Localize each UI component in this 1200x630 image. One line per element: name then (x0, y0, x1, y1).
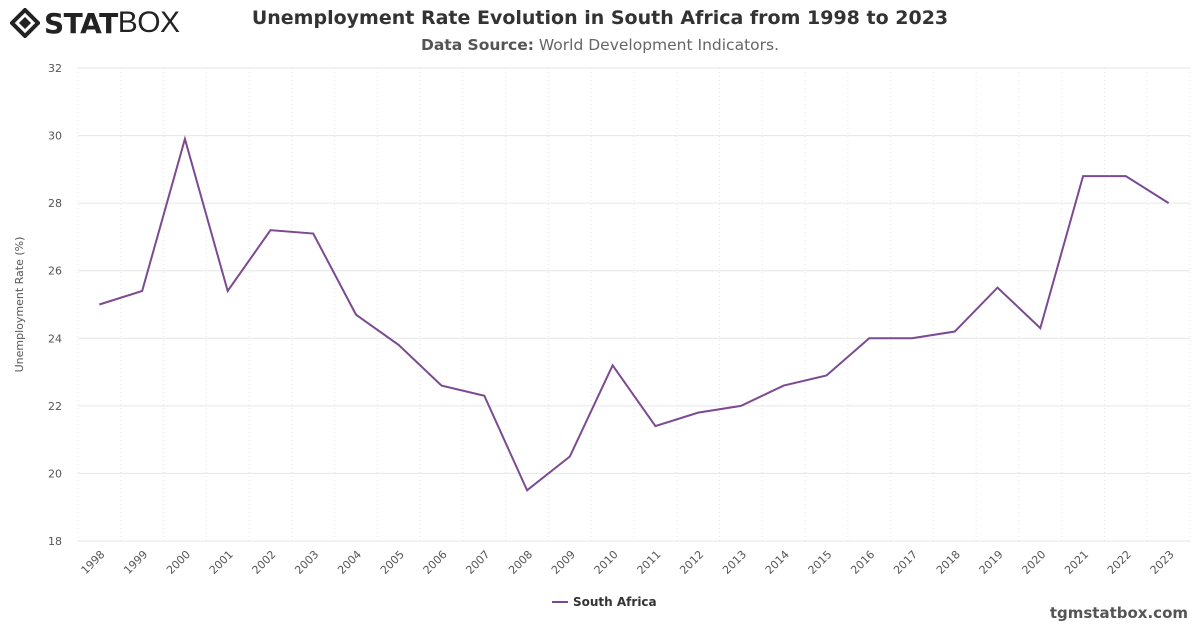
y-tick-label: 18 (48, 535, 62, 548)
data-point (397, 343, 401, 347)
x-tick-label: 2012 (677, 548, 706, 577)
data-point (696, 411, 700, 415)
x-tick-label: 2017 (891, 548, 920, 577)
x-tick-label: 1999 (121, 548, 150, 577)
data-point (311, 232, 315, 236)
x-tick-label: 2023 (1148, 548, 1177, 577)
data-point (1124, 174, 1128, 178)
x-tick-label: 2000 (164, 548, 193, 577)
x-tick-label: 2019 (977, 548, 1006, 577)
data-point (996, 286, 1000, 290)
data-point (482, 394, 486, 398)
x-tick-label: 2016 (848, 548, 877, 577)
chart-title: Unemployment Rate Evolution in South Afr… (251, 7, 949, 29)
x-tick-label: 2015 (806, 548, 835, 577)
data-point (910, 336, 914, 340)
x-tick-label: 2007 (463, 548, 492, 577)
series-line-south-africa (99, 135, 1170, 492)
x-tick-label: 2010 (592, 548, 621, 577)
x-tick-label: 2002 (250, 548, 279, 577)
y-tick-label: 20 (48, 467, 62, 480)
x-tick-label: 2008 (506, 548, 535, 577)
y-tick-label: 28 (48, 197, 62, 210)
legend-item[interactable]: South Africa (573, 595, 657, 609)
data-point (268, 228, 272, 232)
x-tick-label: 2022 (1105, 548, 1134, 577)
y-tick-label: 24 (48, 332, 62, 345)
data-point (782, 384, 786, 388)
x-tick-label: 2004 (335, 548, 364, 577)
data-point (140, 289, 144, 293)
x-tick-label: 2011 (635, 548, 664, 577)
x-tick-label: 2005 (378, 548, 407, 577)
data-point (1167, 201, 1171, 205)
x-tick-label: 2021 (1062, 548, 1091, 577)
x-tick-label: 2013 (720, 548, 749, 577)
data-point (226, 289, 230, 293)
data-point (183, 137, 187, 141)
site-watermark: tgmstatbox.com (1049, 604, 1188, 622)
data-point (525, 488, 529, 492)
data-point (440, 384, 444, 388)
data-point (739, 404, 743, 408)
data-point (1081, 174, 1085, 178)
data-point (1038, 326, 1042, 330)
data-point (867, 336, 871, 340)
data-point (824, 373, 828, 377)
x-tick-label: 2001 (207, 548, 236, 577)
chart-subtitle: Data Source: World Development Indicator… (420, 36, 780, 54)
y-tick-label: 32 (48, 62, 62, 75)
data-point (568, 455, 572, 459)
data-point (953, 330, 957, 334)
x-tick-label: 2009 (549, 548, 578, 577)
x-tick-label: 2003 (292, 548, 321, 577)
y-axis-label: Unemployment Rate (%) (13, 237, 26, 373)
y-tick-label: 30 (48, 130, 62, 143)
data-point (611, 363, 615, 367)
statbox-logo: STAT BOX (10, 6, 180, 40)
x-tick-label: 2020 (1019, 548, 1048, 577)
logo-diamond-icon (10, 8, 40, 38)
data-point (354, 313, 358, 317)
data-point (653, 424, 657, 428)
data-point (97, 303, 101, 307)
x-tick-label: 2006 (421, 548, 450, 577)
x-tick-label: 2014 (763, 548, 792, 577)
x-tick-label: 1998 (79, 548, 108, 577)
x-tick-label: 2018 (934, 548, 963, 577)
y-tick-label: 26 (48, 265, 62, 278)
y-tick-label: 22 (48, 400, 62, 413)
